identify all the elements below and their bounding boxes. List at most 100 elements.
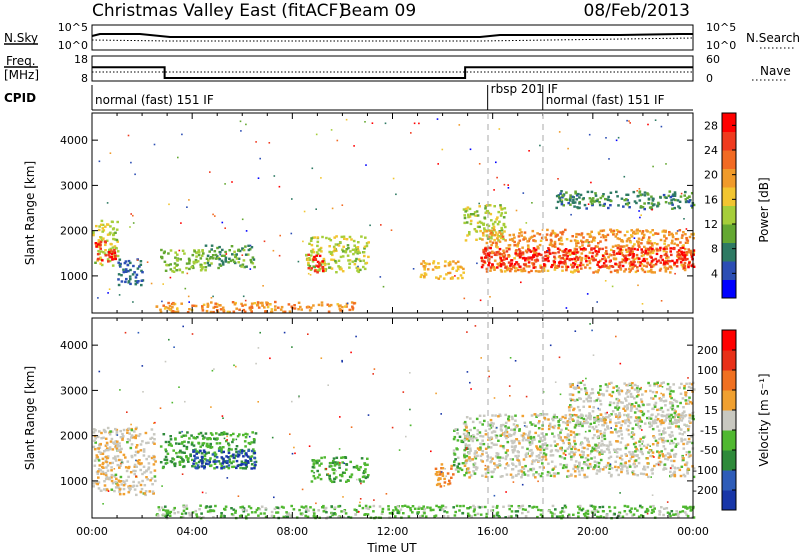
data-cell: [227, 456, 230, 459]
data-cell: [521, 466, 524, 469]
data-cell: [639, 418, 642, 422]
data-cell: [577, 270, 580, 273]
data-cell: [308, 242, 311, 245]
data-cell: [348, 266, 351, 269]
data-cell: [230, 461, 233, 465]
data-cell: [604, 465, 608, 469]
data-cell: [647, 250, 651, 253]
data-cell: [573, 470, 577, 473]
data-cell: [496, 216, 499, 219]
data-cell: [263, 306, 266, 309]
data-cell: [631, 431, 635, 435]
data-cell: [246, 455, 250, 458]
data-cell: [227, 442, 230, 445]
data-cell: [529, 250, 533, 253]
data-cell: [673, 242, 676, 245]
data-cell: [552, 244, 556, 248]
data-cell: [201, 443, 204, 447]
data-cell: [475, 210, 479, 213]
data-cell: [518, 506, 521, 510]
data-cell: [409, 372, 411, 374]
data-cell: [249, 308, 253, 311]
data-cell: [98, 225, 101, 228]
data-cell: [505, 463, 509, 466]
data-cell: [583, 476, 587, 479]
data-cell: [646, 193, 650, 196]
data-cell: [577, 390, 581, 394]
data-cell: [452, 437, 456, 441]
data-cell: [660, 406, 663, 410]
data-cell: [646, 462, 649, 465]
data-cell: [670, 201, 674, 205]
data-cell: [499, 257, 503, 260]
data-cell: [208, 509, 212, 512]
data-cell: [553, 413, 556, 417]
data-cell: [129, 226, 131, 228]
data-cell: [302, 240, 304, 243]
data-cell: [495, 436, 498, 439]
data-cell: [630, 247, 633, 251]
data-cell: [189, 453, 192, 456]
data-cell: [247, 449, 250, 452]
data-cell: [478, 506, 482, 509]
data-cell: [122, 453, 126, 457]
data-cell: [659, 261, 663, 264]
data-cell: [195, 515, 199, 518]
data-cell: [232, 438, 235, 441]
data-cell: [308, 257, 311, 260]
data-cell: [551, 264, 554, 267]
data-cell: [254, 511, 257, 514]
data-cell: [148, 490, 152, 493]
data-cell: [338, 463, 341, 466]
data-cell: [531, 262, 534, 265]
data-cell: [663, 239, 667, 242]
data-cell: [193, 465, 197, 468]
data-cell: [245, 462, 248, 465]
data-cell: [593, 236, 597, 240]
data-cell: [223, 437, 226, 440]
data-cell: [567, 249, 571, 252]
data-cell: [435, 504, 438, 508]
data-cell: [227, 464, 231, 467]
data-cell: [574, 442, 577, 446]
data-cell: [141, 472, 144, 476]
data-cell: [355, 464, 359, 468]
data-cell: [626, 407, 629, 411]
data-cell: [628, 402, 631, 405]
data-cell: [495, 243, 498, 246]
freq-trace: [92, 66, 693, 79]
data-cell: [299, 305, 302, 309]
data-cell: [467, 213, 470, 216]
data-cell: [360, 260, 362, 262]
data-cell: [683, 268, 687, 272]
data-cell: [350, 301, 354, 304]
data-cell: [635, 253, 639, 257]
data-cell: [651, 455, 654, 458]
data-cell: [640, 254, 644, 258]
data-cell: [102, 251, 105, 254]
data-cell: [637, 425, 641, 428]
data-cell: [293, 307, 297, 310]
data-cell: [138, 459, 141, 462]
data-cell: [589, 200, 593, 203]
data-cell: [365, 507, 368, 510]
data-cell: [596, 271, 599, 274]
data-cell: [557, 420, 560, 423]
data-cell: [559, 511, 562, 514]
data-cell: [679, 392, 683, 395]
data-cell: [559, 436, 562, 439]
data-cell: [631, 437, 635, 440]
data-cell: [683, 247, 687, 251]
data-cell: [644, 251, 648, 254]
data-cell: [578, 453, 582, 457]
data-cell: [535, 471, 538, 474]
data-cell: [212, 257, 215, 260]
data-cell: [455, 504, 459, 508]
data-cell: [199, 263, 202, 266]
data-cell: [668, 388, 671, 391]
data-cell: [590, 198, 594, 201]
data-cell: [523, 473, 527, 476]
data-cell: [235, 257, 239, 260]
data-cell: [438, 473, 442, 476]
data-cell: [118, 442, 121, 445]
